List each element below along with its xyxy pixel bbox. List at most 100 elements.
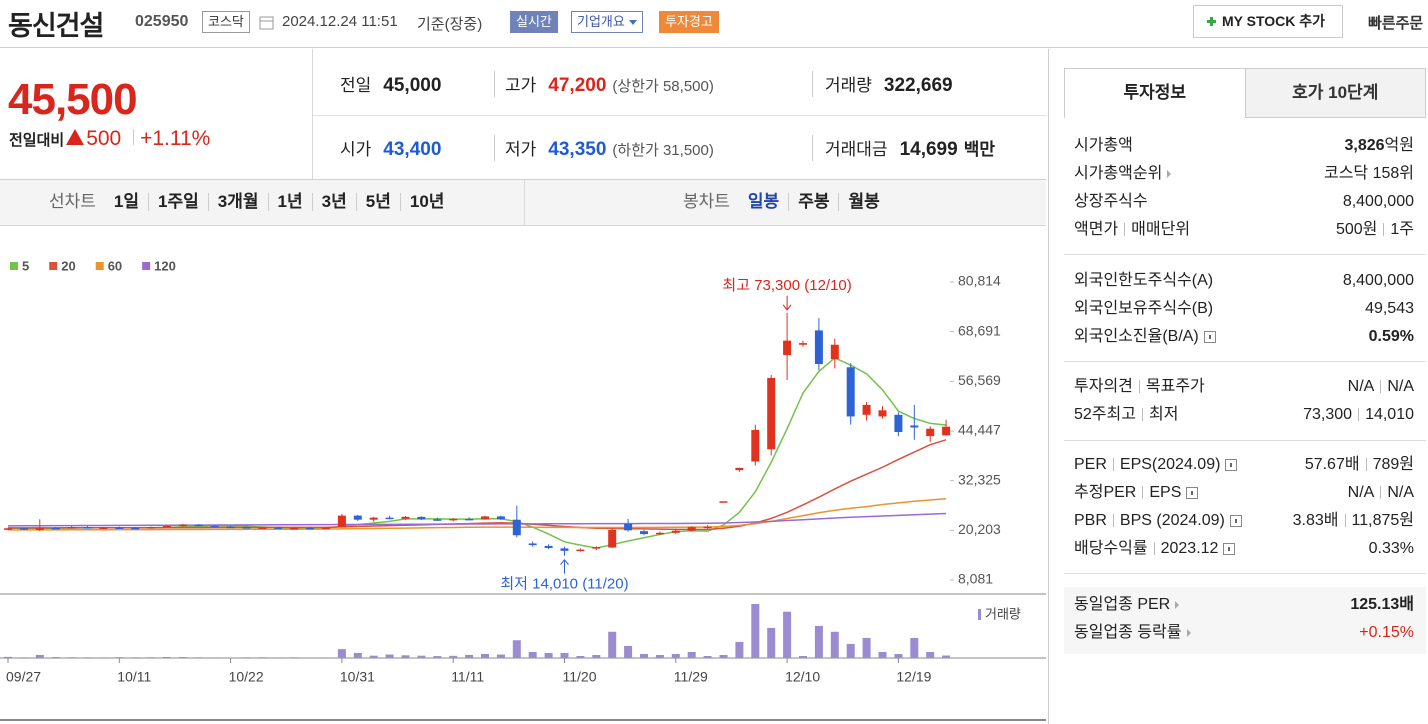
- volume-bar: [67, 657, 76, 658]
- y-tick-label: 56,569: [958, 372, 1001, 388]
- period-tab[interactable]: 1년: [267, 193, 312, 211]
- company-label: 기업개요: [577, 14, 625, 29]
- period-tab[interactable]: 3개월: [207, 193, 268, 211]
- quote-value: 43,400: [383, 139, 442, 160]
- company-badge[interactable]: 기업개요: [571, 11, 643, 33]
- volume-bar: [290, 657, 299, 658]
- period-tab[interactable]: 1주일: [148, 193, 208, 211]
- row-label: 2023.12: [1160, 540, 1219, 557]
- period-tab[interactable]: 주봉: [788, 193, 838, 211]
- period-tab[interactable]: 1일: [113, 192, 140, 211]
- row-value: 125.13배: [1350, 596, 1414, 613]
- info-row: 외국인한도주식수(A) 8,400,000: [1074, 267, 1414, 295]
- candle-body: [830, 344, 839, 360]
- quote-item: 전일 45,000: [340, 71, 441, 97]
- period-tab[interactable]: 5년: [355, 193, 400, 211]
- y-tick-label: 44,447: [958, 422, 1001, 438]
- period-tab[interactable]: 월봉: [838, 193, 888, 211]
- volume-bar: [496, 654, 505, 658]
- volume-bar: [226, 657, 235, 658]
- row-label: 외국인한도주식수(A): [1074, 272, 1214, 289]
- period-tab[interactable]: 일봉: [747, 192, 780, 211]
- my-stock-button[interactable]: MY STOCK 추가: [1193, 5, 1343, 38]
- volume-bar: [624, 645, 633, 658]
- panel-tabs: 투자정보 호가 10단계: [1064, 68, 1426, 118]
- row-label: EPS(2024.09): [1119, 456, 1221, 473]
- volume-bar: [465, 654, 474, 658]
- quick-order[interactable]: 빠른주문: [1368, 15, 1424, 32]
- x-tick-label: 12/10: [785, 669, 820, 685]
- volume-legend: 거래량: [985, 606, 1021, 621]
- row-value: 14,010: [1365, 406, 1414, 423]
- chart-tabs: 선차트 1일 1주일 3개월 1년 3년 5년 10년 봉차트 일봉 주봉 월봉: [0, 180, 1046, 226]
- panel-tab[interactable]: 투자정보: [1064, 68, 1246, 118]
- panel-tab[interactable]: 호가 10단계: [1245, 68, 1426, 118]
- row-label: 동일업종 PER: [1074, 596, 1171, 613]
- row-value: N/A: [1347, 484, 1375, 501]
- quote-value: 322,669: [883, 75, 953, 96]
- warning-badge: 투자경고: [659, 11, 719, 33]
- candle-body: [131, 527, 140, 530]
- candle-body: [385, 517, 394, 520]
- legend-label: 60: [108, 258, 122, 273]
- volume-bar: [481, 653, 489, 658]
- volume-bar: [655, 654, 664, 658]
- y-tick-label: 68,691: [958, 322, 1001, 338]
- change-value: 500: [86, 127, 122, 150]
- row-unit: 억원: [1384, 137, 1414, 154]
- realtime-badge[interactable]: 실시간: [510, 11, 558, 33]
- row-value: N/A: [1387, 484, 1414, 501]
- candle-body: [528, 543, 537, 546]
- volume-bar: [783, 611, 792, 658]
- ma-line: [7, 498, 947, 531]
- change-rate: +1.11%: [140, 127, 211, 150]
- quote-item: 고가 47,200 (상한가 58,500): [494, 71, 714, 97]
- candle-body: [258, 527, 267, 529]
- candle-body: [147, 527, 156, 529]
- candle-body: [592, 547, 601, 549]
- volume-bar: [417, 655, 426, 658]
- candle-body: [449, 518, 458, 521]
- period-tab[interactable]: 3년: [311, 193, 356, 211]
- row-value: +0.15%: [1359, 624, 1414, 641]
- candle-body: [194, 524, 203, 527]
- candle-body: [640, 531, 648, 535]
- info-row: 외국인소진율(B/A) 0.59%: [1074, 323, 1414, 351]
- candle-body: [290, 527, 299, 530]
- quote-box: 45,500 전일대비 500 +1.11% 전일 45,000 고가 47,200 (…: [0, 49, 1046, 180]
- row-label: 추정PER: [1074, 484, 1137, 501]
- volume-bar: [274, 657, 283, 658]
- period-tab[interactable]: 10년: [399, 193, 454, 211]
- volume-bar: [878, 651, 887, 658]
- candle-body: [306, 527, 315, 530]
- candle-body: [337, 515, 346, 528]
- volume-bar: [846, 643, 855, 658]
- candle-body: [544, 545, 553, 548]
- quote-item: 거래대금 14,699 백만: [812, 135, 995, 161]
- candle-body: [878, 410, 887, 417]
- quote-label: 저가: [505, 140, 537, 159]
- quote-item: 시가 43,400: [340, 135, 441, 161]
- ma-line: [8, 439, 947, 531]
- row-value: 57.67배: [1304, 456, 1360, 473]
- basis: 기준(장중): [417, 16, 483, 33]
- row-value: 3,826: [1344, 137, 1385, 154]
- calendar-icon: [259, 16, 274, 30]
- info-row: 시가총액 3,826억원: [1074, 132, 1414, 160]
- quote-label: 전일: [340, 76, 372, 95]
- volume-bar: [337, 649, 346, 658]
- volume-bar: [671, 653, 680, 658]
- volume-bar: [369, 655, 378, 658]
- legend-swatch: [95, 262, 104, 270]
- candle-body: [862, 404, 871, 415]
- stock-chart: 80,814 68,691 56,569 44,447 32,325 20,203 8,08…: [0, 258, 1046, 721]
- row-value: 8,400,000: [1342, 193, 1414, 210]
- row-label: 투자의견: [1074, 378, 1133, 395]
- datetime: 2024.12.24 11:51: [282, 13, 398, 30]
- candle-body: [910, 425, 919, 428]
- row-value: N/A: [1347, 378, 1375, 395]
- candle-body: [783, 340, 792, 355]
- info-section: 시가총액 3,826억원 시가총액순위 코스닥 158위 상장주식수 8,400,00…: [1064, 132, 1426, 255]
- legend-swatch: [49, 262, 58, 270]
- volume-bar: [735, 641, 744, 658]
